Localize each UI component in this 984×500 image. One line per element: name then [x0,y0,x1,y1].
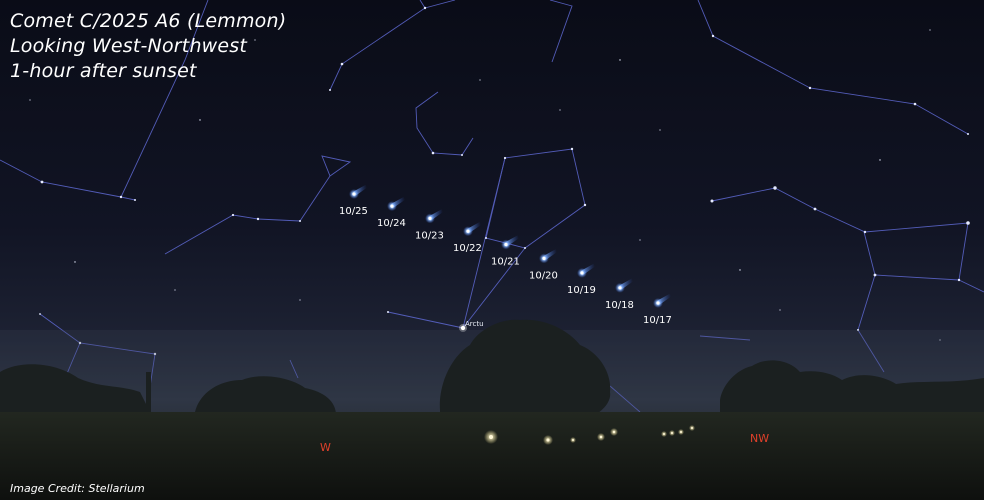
comet-marker: 10/19 [567,263,596,296]
comet-nucleus [504,242,508,247]
comet-date-label: 10/20 [529,270,558,281]
comet-marker: 10/20 [529,249,558,281]
comet-nucleus [580,271,584,275]
town-lights [484,425,695,445]
comet-marker: 10/24 [377,196,406,229]
comet-date-label: 10/22 [453,243,482,254]
arcturus-star: Arctu [459,320,484,332]
comet-nucleus [352,192,356,196]
title-line-1: Comet C/2025 A6 (Lemmon) [10,10,287,32]
comet-date-label: 10/24 [377,218,406,229]
comet-marker: 10/23 [415,209,444,241]
image-credit: Image Credit: Stellarium [10,482,145,495]
comet-date-label: 10/23 [415,230,444,241]
comet-date-label: 10/18 [605,300,634,311]
comet-marker: 10/21 [491,235,520,268]
arcturus-label: Arctu [465,320,484,328]
comet-marker: 10/17 [643,293,672,326]
title-line-2: Looking West-Northwest [10,35,248,57]
comet-positions: 10/25 10/24 10/23 10/22 10/21 10/20 10/19 10/18… [339,184,672,326]
comet-date-label: 10/21 [491,257,520,268]
comet-nucleus [542,256,546,260]
comet-nucleus [428,216,432,220]
background-stars [29,6,970,356]
comet-nucleus [390,204,394,208]
comet-date-label: 10/19 [567,285,596,296]
compass-northwest: NW [750,432,769,445]
comet-nucleus [656,301,660,305]
comet-marker: 10/18 [605,278,634,311]
comet-marker: 10/25 [339,184,368,217]
title-line-3: 1-hour after sunset [10,60,197,82]
comet-nucleus [618,286,622,290]
comet-marker: 10/22 [453,222,482,254]
comet-date-label: 10/17 [643,315,672,326]
comet-date-label: 10/25 [339,206,368,217]
tree-silhouettes [0,319,984,444]
comet-nucleus [466,229,470,233]
compass-west: W [320,441,331,454]
